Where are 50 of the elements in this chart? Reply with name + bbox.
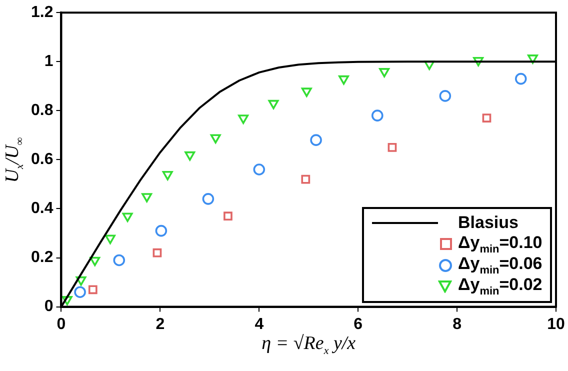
point — [162, 171, 173, 180]
point — [210, 134, 221, 144]
x-tick-label: 6 — [354, 316, 363, 333]
point — [202, 193, 214, 205]
point — [104, 234, 116, 244]
x-tick-label: 10 — [547, 316, 565, 333]
point — [184, 151, 196, 161]
x-tick-label: 2 — [156, 316, 165, 333]
y-tick-label: 0.8 — [30, 102, 54, 120]
point — [379, 68, 390, 78]
point — [74, 286, 86, 298]
point — [424, 60, 435, 70]
point — [482, 114, 492, 122]
point — [301, 88, 312, 97]
x-axis-title: η = √Re$_{x}$ y/x — [262, 332, 356, 357]
point — [388, 143, 397, 152]
x-tick-label: 4 — [254, 316, 264, 333]
point — [155, 224, 168, 237]
point — [90, 256, 100, 266]
point — [473, 57, 484, 66]
point — [268, 100, 279, 110]
point — [122, 212, 133, 222]
point — [88, 285, 98, 294]
y-tick-label: 0 — [44, 298, 54, 316]
legend-label: Δy$_{min}$=0.02 — [458, 275, 542, 298]
legend-label: Δy$_{min}$=0.06 — [458, 254, 542, 276]
point — [152, 248, 162, 258]
point — [142, 193, 152, 202]
y-tick-label: 0.4 — [30, 200, 54, 218]
x-tick-label: 8 — [452, 316, 462, 333]
point — [439, 90, 452, 102]
x-tick-label: 0 — [56, 316, 66, 333]
legend-label: Δy$_{min}$=0.10 — [458, 233, 542, 256]
point — [528, 54, 538, 64]
point — [310, 134, 322, 146]
y-tick-label: 1.2 — [30, 4, 54, 22]
y-tick-label: 1 — [44, 53, 54, 70]
point — [238, 114, 249, 124]
point — [224, 212, 232, 221]
point — [113, 254, 126, 266]
point — [62, 296, 72, 306]
y-tick-label: 0.6 — [30, 151, 54, 168]
point — [514, 72, 527, 85]
point — [301, 174, 310, 184]
point — [253, 164, 266, 176]
y-tick-label: 0.2 — [30, 249, 54, 266]
point — [338, 75, 349, 85]
point — [76, 276, 86, 286]
point — [371, 110, 384, 122]
legend-label: Blasius — [458, 213, 518, 234]
